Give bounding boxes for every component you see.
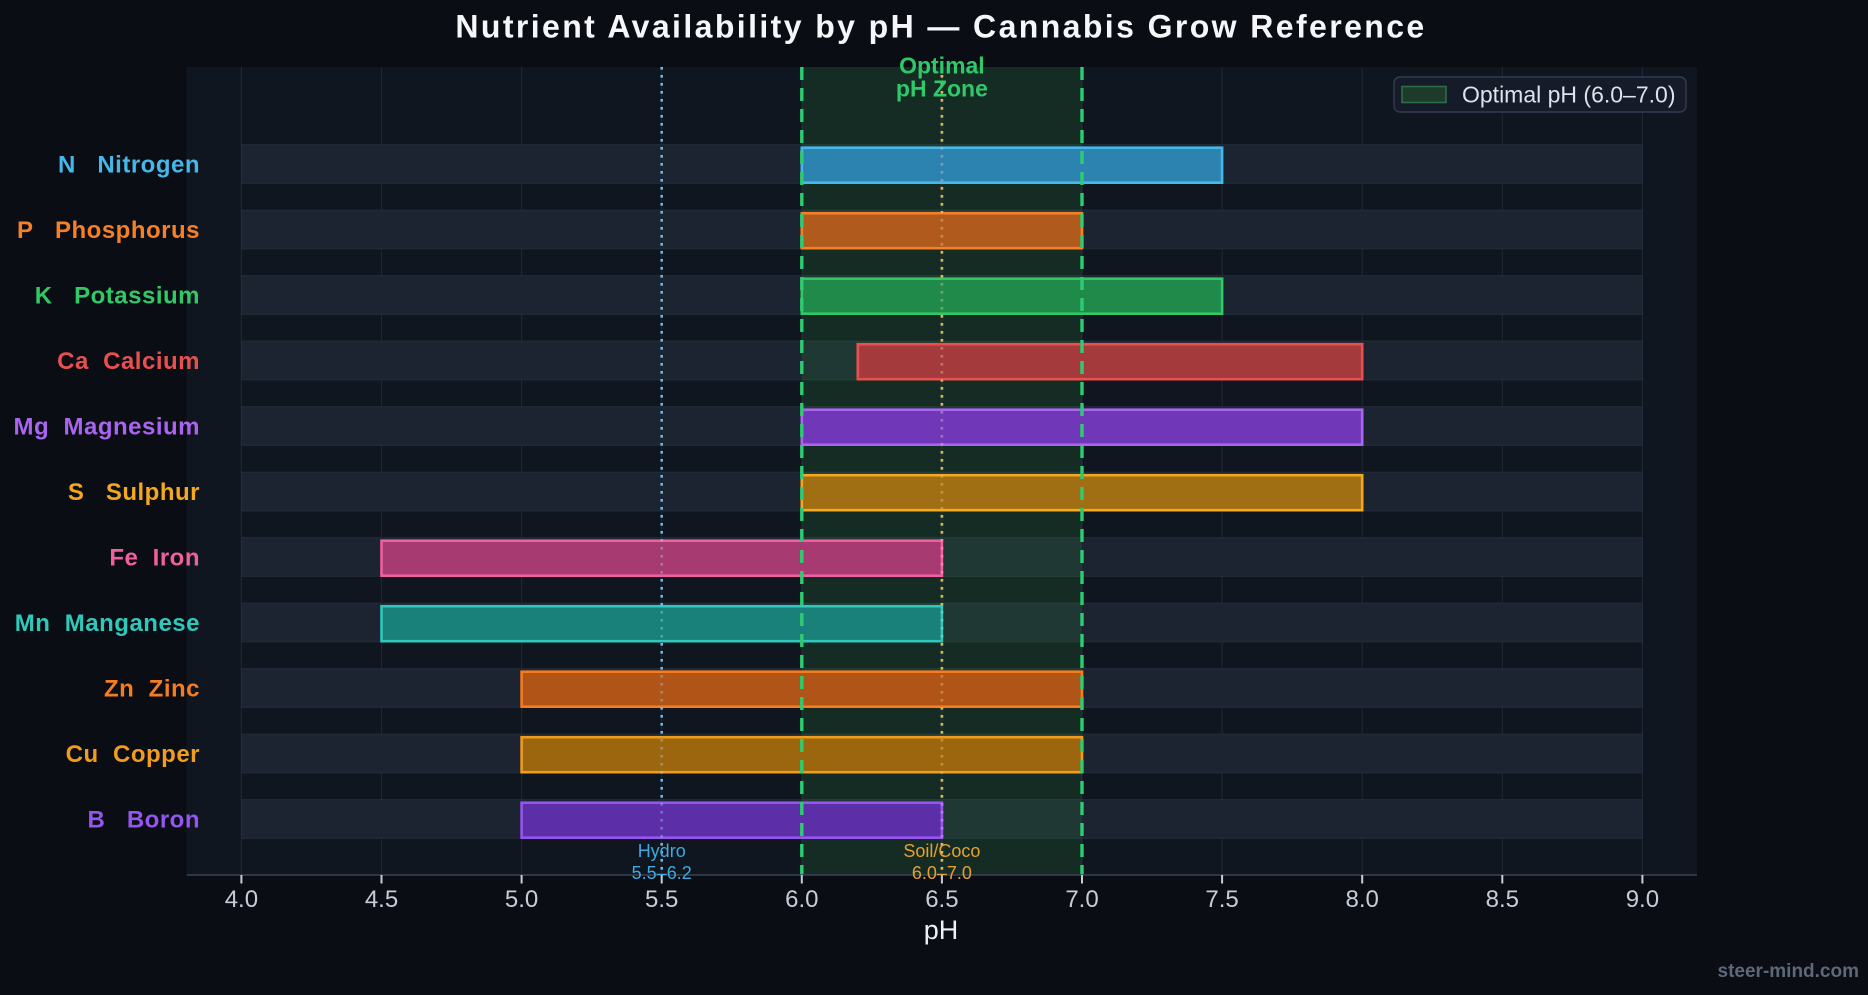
svg-text:Soil/Coco: Soil/Coco: [903, 841, 980, 861]
svg-text:Cu Copper: Cu Copper: [66, 741, 200, 768]
svg-text:steer-mind.com: steer-mind.com: [1718, 961, 1859, 982]
svg-text:5.0: 5.0: [505, 886, 538, 913]
svg-text:8.0: 8.0: [1346, 886, 1379, 913]
svg-text:6.0: 6.0: [785, 886, 818, 913]
svg-text:6.5: 6.5: [925, 886, 958, 913]
svg-text:B Boron: B Boron: [88, 807, 201, 834]
svg-text:Nutrient Availability by pH —: Nutrient Availability by pH — Cannabis G…: [455, 9, 1426, 45]
svg-text:P Phosphorus: P Phosphorus: [17, 217, 200, 244]
svg-text:7.5: 7.5: [1205, 886, 1238, 913]
svg-text:Mg Magnesium: Mg Magnesium: [13, 414, 200, 441]
svg-text:Mn Manganese: Mn Manganese: [15, 610, 200, 637]
svg-text:pH Zone: pH Zone: [896, 76, 988, 102]
svg-text:pH: pH: [924, 915, 959, 945]
svg-text:Ca Calcium: Ca Calcium: [57, 348, 200, 375]
svg-text:Optimal pH (6.0–7.0): Optimal pH (6.0–7.0): [1462, 82, 1675, 108]
svg-text:5.5: 5.5: [645, 886, 678, 913]
svg-text:7.0: 7.0: [1065, 886, 1098, 913]
svg-text:6.0–7.0: 6.0–7.0: [912, 863, 972, 883]
svg-text:K Potassium: K Potassium: [35, 283, 200, 310]
svg-text:9.0: 9.0: [1626, 886, 1659, 913]
svg-text:N Nitrogen: N Nitrogen: [58, 152, 200, 179]
svg-text:Hydro: Hydro: [638, 841, 686, 861]
svg-text:8.5: 8.5: [1486, 886, 1519, 913]
svg-text:5.5–6.2: 5.5–6.2: [632, 863, 692, 883]
svg-text:4.0: 4.0: [225, 886, 258, 913]
svg-text:Optimal: Optimal: [899, 53, 985, 79]
svg-text:4.5: 4.5: [365, 886, 398, 913]
svg-text:Fe Iron: Fe Iron: [109, 545, 200, 572]
svg-text:S Sulphur: S Sulphur: [68, 479, 200, 506]
svg-text:Zn Zinc: Zn Zinc: [104, 676, 200, 703]
